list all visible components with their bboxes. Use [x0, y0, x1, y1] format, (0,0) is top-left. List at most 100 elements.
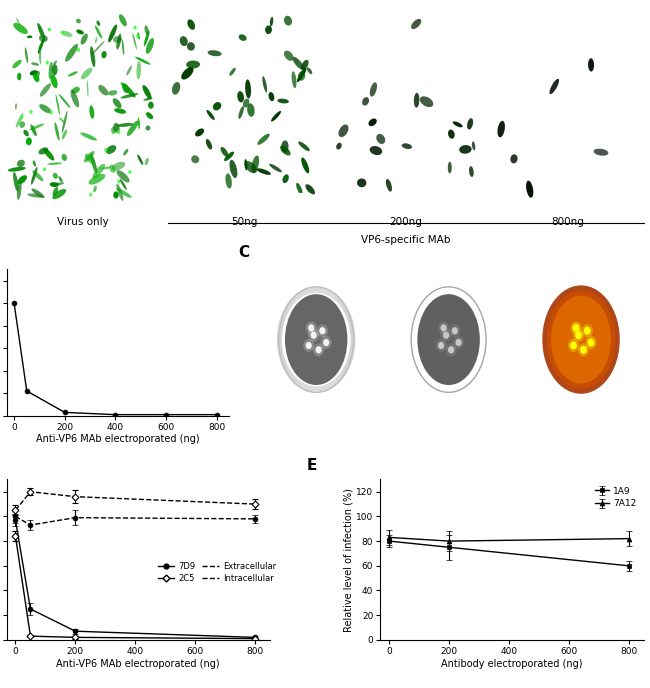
- Ellipse shape: [29, 124, 44, 130]
- Ellipse shape: [370, 146, 382, 155]
- Ellipse shape: [98, 85, 109, 96]
- Ellipse shape: [49, 182, 59, 187]
- Ellipse shape: [17, 160, 25, 167]
- Ellipse shape: [542, 286, 619, 394]
- Ellipse shape: [109, 164, 116, 173]
- Ellipse shape: [402, 143, 412, 149]
- Ellipse shape: [16, 113, 23, 127]
- Ellipse shape: [472, 141, 475, 151]
- Ellipse shape: [449, 324, 460, 337]
- Ellipse shape: [497, 121, 505, 138]
- Ellipse shape: [386, 179, 392, 192]
- Ellipse shape: [86, 80, 88, 97]
- Ellipse shape: [52, 64, 58, 76]
- Y-axis label: Relative level of infection (%): Relative level of infection (%): [343, 488, 354, 632]
- Legend: 1A9, 7A12: 1A9, 7A12: [592, 484, 639, 511]
- Ellipse shape: [26, 138, 32, 145]
- Ellipse shape: [62, 154, 67, 161]
- Ellipse shape: [301, 60, 309, 70]
- Ellipse shape: [284, 16, 292, 25]
- Ellipse shape: [336, 142, 342, 149]
- Ellipse shape: [443, 332, 449, 339]
- Ellipse shape: [268, 92, 274, 101]
- Ellipse shape: [116, 188, 132, 198]
- Ellipse shape: [453, 336, 464, 349]
- Ellipse shape: [60, 31, 72, 37]
- Ellipse shape: [31, 63, 39, 65]
- Ellipse shape: [237, 92, 244, 103]
- Ellipse shape: [112, 162, 125, 171]
- Ellipse shape: [578, 343, 589, 356]
- Ellipse shape: [453, 121, 463, 127]
- Ellipse shape: [271, 111, 281, 122]
- Ellipse shape: [43, 167, 46, 171]
- Ellipse shape: [308, 324, 315, 332]
- Ellipse shape: [239, 34, 246, 41]
- Ellipse shape: [549, 78, 559, 94]
- Ellipse shape: [195, 129, 204, 136]
- Ellipse shape: [20, 115, 23, 119]
- Ellipse shape: [104, 148, 107, 152]
- Ellipse shape: [307, 67, 312, 74]
- Ellipse shape: [180, 36, 188, 46]
- Text: 800ng: 800ng: [551, 217, 584, 227]
- Ellipse shape: [284, 51, 294, 61]
- Ellipse shape: [20, 121, 25, 128]
- Ellipse shape: [292, 71, 296, 88]
- Ellipse shape: [51, 74, 58, 88]
- Ellipse shape: [113, 36, 122, 43]
- Ellipse shape: [38, 36, 45, 54]
- Ellipse shape: [414, 93, 419, 107]
- Ellipse shape: [53, 61, 57, 65]
- Ellipse shape: [308, 329, 319, 342]
- Ellipse shape: [62, 31, 65, 35]
- Ellipse shape: [146, 112, 153, 119]
- Ellipse shape: [370, 83, 377, 96]
- Ellipse shape: [265, 25, 272, 34]
- Ellipse shape: [269, 164, 282, 172]
- Ellipse shape: [588, 338, 595, 347]
- Ellipse shape: [23, 130, 29, 136]
- Ellipse shape: [317, 324, 328, 337]
- Text: Virus only: Virus only: [57, 217, 109, 227]
- Ellipse shape: [280, 146, 291, 155]
- Ellipse shape: [186, 61, 200, 69]
- Ellipse shape: [46, 61, 49, 65]
- Ellipse shape: [206, 139, 212, 149]
- Ellipse shape: [411, 19, 421, 29]
- Ellipse shape: [245, 79, 251, 98]
- Ellipse shape: [37, 23, 46, 41]
- Ellipse shape: [81, 133, 97, 140]
- Ellipse shape: [148, 102, 153, 109]
- Ellipse shape: [27, 36, 32, 39]
- Ellipse shape: [445, 343, 457, 356]
- Ellipse shape: [570, 341, 577, 350]
- Ellipse shape: [252, 155, 259, 173]
- Ellipse shape: [13, 172, 19, 191]
- Ellipse shape: [573, 329, 584, 342]
- Ellipse shape: [306, 321, 317, 334]
- Ellipse shape: [292, 57, 304, 69]
- Ellipse shape: [526, 181, 533, 197]
- Text: C: C: [239, 246, 250, 261]
- Ellipse shape: [320, 336, 332, 349]
- Ellipse shape: [588, 58, 594, 72]
- Ellipse shape: [123, 84, 135, 98]
- Ellipse shape: [44, 148, 55, 160]
- Ellipse shape: [102, 166, 111, 169]
- Ellipse shape: [101, 51, 107, 58]
- Ellipse shape: [120, 83, 128, 89]
- Ellipse shape: [68, 72, 78, 76]
- Ellipse shape: [126, 65, 132, 76]
- Ellipse shape: [30, 70, 38, 76]
- Ellipse shape: [257, 169, 271, 175]
- Ellipse shape: [283, 174, 289, 183]
- Ellipse shape: [420, 96, 434, 107]
- Ellipse shape: [263, 76, 267, 92]
- Ellipse shape: [17, 73, 21, 80]
- Text: 50ng: 50ng: [231, 217, 257, 227]
- Ellipse shape: [586, 336, 597, 349]
- Ellipse shape: [296, 183, 302, 195]
- Ellipse shape: [448, 162, 452, 173]
- Ellipse shape: [146, 125, 150, 131]
